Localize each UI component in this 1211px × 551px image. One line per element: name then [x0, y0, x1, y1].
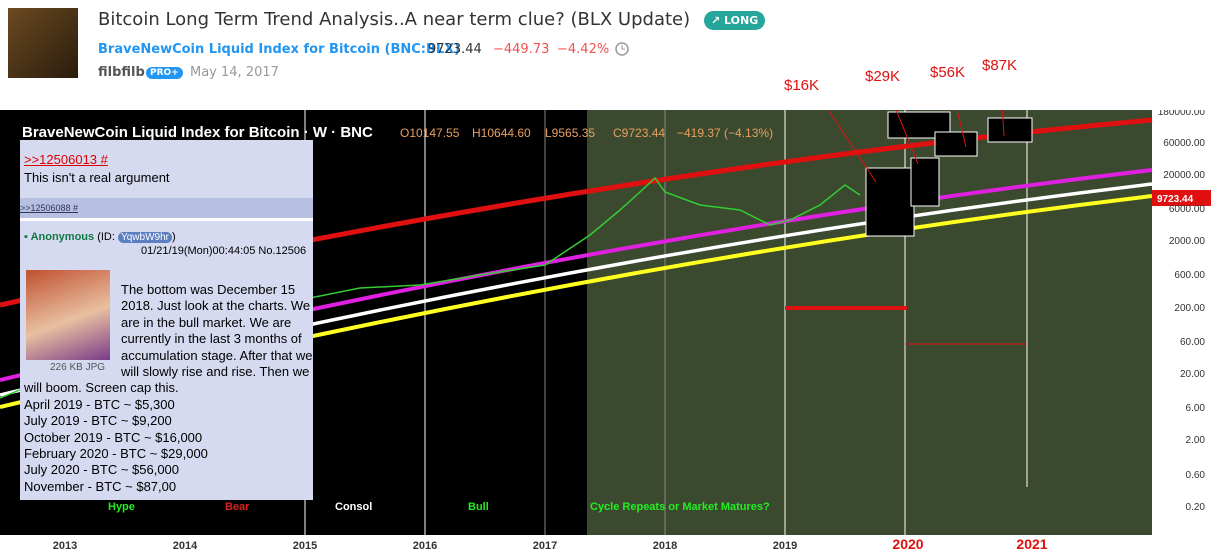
phase-label: Bear	[225, 501, 250, 513]
x-axis-label: 2016	[413, 540, 437, 551]
y-axis-label: 200.00	[1174, 303, 1205, 314]
change-pct: −4.42%	[557, 42, 610, 57]
author[interactable]: filbfilb	[98, 65, 145, 80]
post-image[interactable]	[26, 270, 110, 360]
badge-text: LONG	[724, 14, 759, 27]
price-target: $29K	[865, 68, 900, 85]
price-target: $16K	[784, 77, 819, 94]
x-axis-label: 2019	[773, 540, 797, 551]
x-axis-label: 2018	[653, 540, 677, 551]
y-axis-label: 2000.00	[1169, 236, 1206, 247]
poster-line: ▪ Anonymous (ID: YqwbW9hr)	[24, 231, 176, 243]
post-screenshot: >>12506013 # This isn't a real argument …	[20, 140, 313, 500]
y-axis-label: 60000.00	[1163, 138, 1205, 149]
y-axis-label: 600.00	[1174, 270, 1205, 281]
quote-link[interactable]: >>12506013 #	[24, 152, 108, 167]
post-line: will slowly rise and rise. Then we	[121, 364, 310, 379]
phase-label: Hype	[108, 501, 135, 513]
file-info: 226 KB JPG	[50, 362, 106, 373]
alert-icon[interactable]	[614, 40, 632, 58]
ohlc-value: −419.37 (−4.13%)	[677, 126, 773, 140]
post-line: November - BTC ~ $87,00	[24, 478, 177, 494]
price-target: $56K	[930, 64, 965, 81]
ohlc-value: C9723.44	[613, 126, 665, 140]
y-axis-label: 180000.00	[1158, 110, 1206, 118]
post-line: The bottom was December 15	[121, 282, 296, 297]
symbol-name[interactable]: BraveNewCoin Liquid Index for Bitcoin	[98, 42, 380, 57]
y-axis-label: 6.00	[1186, 403, 1206, 414]
post-line: October 2019 - BTC ~ $16,000	[24, 429, 203, 445]
post-datetime: 01/21/19(Mon)00:44:05 No.12506	[141, 245, 307, 257]
last-price: 9723.44	[1157, 194, 1194, 205]
symbol[interactable]: (BNC:BLX)	[384, 42, 461, 57]
id-label: (ID:	[97, 231, 115, 243]
post-line: accumulation stage. After that we	[121, 347, 313, 363]
price: 9723.44	[428, 42, 482, 57]
ohlc-value: H10644.60	[472, 126, 531, 140]
y-axis-label: 2.00	[1186, 435, 1206, 446]
long-badge: ↗ LONG	[704, 11, 766, 30]
chart-legend-title: BraveNewCoin Liquid Index for Bitcoin · …	[22, 124, 373, 141]
y-axis-label: 6000.00	[1169, 204, 1206, 215]
x-axis-label: 2015	[293, 540, 317, 551]
phase-label: Bull	[468, 501, 489, 513]
reply-link[interactable]: >>12506088 #	[20, 203, 79, 213]
post-line: 2018. Just look at the charts. We	[121, 298, 311, 314]
phase-label: Consol	[335, 501, 372, 513]
post-line: July 2020 - BTC ~ $56,000	[24, 462, 180, 478]
annotations: $16K $29K $56K $87K	[784, 57, 1017, 94]
author-badge: PRO+	[146, 67, 183, 79]
avatar[interactable]	[8, 8, 78, 78]
id-close: )	[171, 231, 176, 243]
price-target: $87K	[982, 57, 1017, 74]
poster: Anonymous	[30, 231, 95, 243]
change: −449.73	[493, 42, 550, 57]
ohlc-value: O10147.55	[400, 126, 460, 140]
post-line: July 2019 - BTC ~ $9,200	[24, 413, 172, 429]
y-axis-label: 20000.00	[1163, 170, 1205, 181]
symbol-link[interactable]: BraveNewCoin Liquid Index for Bitcoin (B…	[98, 42, 460, 57]
x-axis-label: 2013	[53, 540, 77, 551]
post-line: are in the bull market. We are	[121, 314, 292, 330]
x-axis-label: 2014	[173, 540, 198, 551]
idea-title: Bitcoin Long Term Trend Analysis..A near…	[98, 9, 691, 30]
date: May 14, 2017	[190, 65, 279, 80]
x-axis-label: 2017	[533, 540, 557, 551]
y-axis-label: 0.60	[1186, 470, 1206, 481]
post-line: currently in the last 3 months of	[121, 331, 302, 347]
ohlc-value: L9565.35	[545, 126, 595, 140]
y-axis-label: 0.20	[1186, 502, 1206, 513]
y-axis-label: 60.00	[1180, 337, 1205, 348]
phase-label: Cycle Repeats or Market Matures?	[590, 501, 770, 513]
quote-text: This isn't a real argument	[24, 170, 170, 185]
post-line: February 2020 - BTC ~ $29,000	[24, 446, 208, 461]
y-axis-label: 20.00	[1180, 369, 1205, 380]
poster-id: YqwbW9hr	[117, 232, 172, 243]
x-axis-label: 2020	[892, 536, 923, 551]
post-line: April 2019 - BTC ~ $5,300	[24, 396, 175, 412]
x-axis-label: 2021	[1016, 536, 1047, 551]
post-line: will boom. Screen cap this.	[24, 380, 179, 396]
